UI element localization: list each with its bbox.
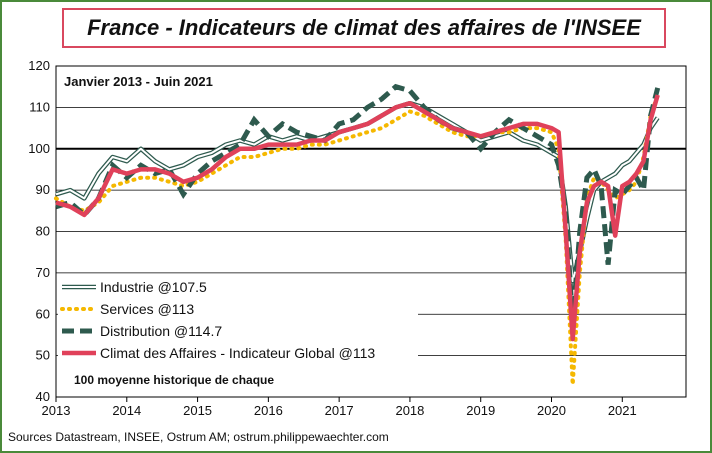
y-tick-label: 120 bbox=[28, 58, 50, 73]
chart-title: France - Indicateurs de climat des affai… bbox=[62, 8, 666, 48]
series-climat-global-line bbox=[55, 94, 660, 342]
x-tick-label: 2018 bbox=[395, 403, 424, 418]
legend-label: Climat des Affaires - Indicateur Global … bbox=[100, 345, 375, 361]
legend-label: Industrie @107.5 bbox=[100, 279, 207, 295]
x-tick-label: 2015 bbox=[183, 403, 212, 418]
y-tick-label: 100 bbox=[28, 141, 50, 156]
x-tick-label: 2020 bbox=[537, 403, 566, 418]
y-tick-label: 60 bbox=[36, 306, 50, 321]
y-tick-label: 110 bbox=[29, 99, 50, 114]
legend-label: Distribution @114.7 bbox=[100, 323, 222, 339]
y-tick-label: 90 bbox=[36, 182, 50, 197]
y-tick-label: 40 bbox=[36, 389, 50, 404]
legend-note: 100 moyenne historique de chaque bbox=[74, 373, 274, 387]
chart-source: Sources Datastream, INSEE, Ostrum AM; os… bbox=[8, 430, 389, 444]
y-tick-label: 80 bbox=[36, 224, 50, 239]
legend-box bbox=[58, 276, 418, 394]
y-tick-label: 50 bbox=[36, 348, 50, 363]
x-tick-label: 2014 bbox=[112, 403, 141, 418]
x-tick-label: 2013 bbox=[42, 403, 71, 418]
x-tick-label: 2017 bbox=[325, 403, 354, 418]
x-tick-label: 2016 bbox=[254, 403, 283, 418]
x-tick-label: 2021 bbox=[608, 403, 637, 418]
chart-subtitle: Janvier 2013 - Juin 2021 bbox=[64, 74, 213, 89]
x-tick-label: 2019 bbox=[466, 403, 495, 418]
y-tick-label: 70 bbox=[36, 265, 50, 280]
legend-label: Services @113 bbox=[100, 301, 194, 317]
